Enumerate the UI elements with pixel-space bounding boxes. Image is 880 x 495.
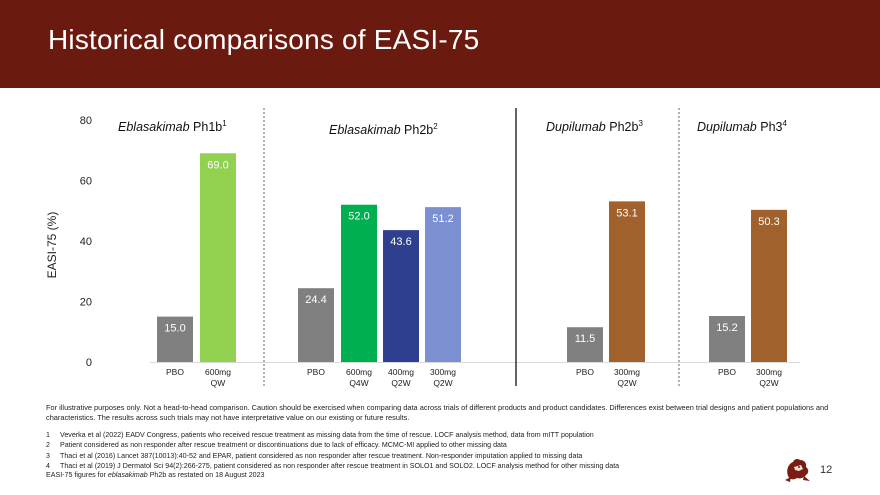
x-category-label: PBO <box>307 367 325 377</box>
disclaimer: For illustrative purposes only. Not a he… <box>46 403 829 422</box>
y-tick-label: 80 <box>80 115 92 127</box>
bar-value-label: 43.6 <box>390 236 411 248</box>
x-category-label: QW <box>211 378 226 388</box>
y-tick-label: 20 <box>80 297 92 309</box>
y-axis-label: EASI-75 (%) <box>45 212 59 279</box>
footnote-number: 4 <box>46 461 50 470</box>
bar <box>425 207 461 362</box>
footnote-number: 3 <box>46 451 50 460</box>
x-category-label: 300mg <box>614 367 640 377</box>
x-category-label: 600mg <box>205 367 231 377</box>
group-title: Eblasakimab Ph2b2 <box>329 122 438 137</box>
y-tick-label: 40 <box>80 236 92 248</box>
footnote-1: 1 Veverka et al (2022) EADV Congress, pa… <box>46 430 806 440</box>
page-title: Historical comparisons of EASI-75 <box>48 24 480 55</box>
footnote-2: 2 Patient considered as non responder af… <box>46 440 806 450</box>
x-category-label: PBO <box>718 367 736 377</box>
group-title: Dupilumab Ph2b3 <box>546 119 643 134</box>
bar-value-label: 50.3 <box>758 216 779 228</box>
bar <box>341 204 377 362</box>
bar-value-label: 51.2 <box>432 213 453 225</box>
bar-value-label: 11.5 <box>575 333 596 345</box>
bar <box>609 201 645 362</box>
footnote-text: Thaci et al (2019) J Dermatol Sci 94(2):… <box>60 461 620 470</box>
x-category-label: Q2W <box>391 378 410 388</box>
footnote-text: Thaci et al (2016) Lancet 387(10013):40-… <box>60 451 583 460</box>
group-title: Eblasakimab Ph1b1 <box>118 119 227 134</box>
x-category-label: Q2W <box>759 378 778 388</box>
bar-value-label: 69.0 <box>207 159 228 171</box>
y-tick-label: 0 <box>86 357 92 369</box>
bar <box>383 230 419 362</box>
page-number: 12 <box>820 464 833 476</box>
footnote-number: 1 <box>46 431 50 439</box>
restated-note: EASI-75 figures for eblasakimab Ph2b as … <box>46 471 264 479</box>
lion-mascot-icon <box>785 458 810 482</box>
footnote-number: 2 <box>46 441 50 450</box>
x-category-label: 400mg <box>388 367 414 377</box>
restated-suffix: Ph2b as restated on 18 August 2023 <box>147 471 265 479</box>
bar <box>157 316 193 362</box>
bar <box>709 316 745 362</box>
footnote-text: Patient considered as non responder afte… <box>60 441 507 450</box>
bar-value-label: 53.1 <box>616 207 637 219</box>
x-category-label: 600mg <box>346 367 372 377</box>
bar-value-label: 24.4 <box>305 294 326 306</box>
group-title: Dupilumab Ph34 <box>697 119 787 134</box>
footnote-4: 4 Thaci et al (2019) J Dermatol Sci 94(2… <box>46 461 806 471</box>
footnote-3: 3 Thaci et al (2016) Lancet 387(10013):4… <box>46 451 806 461</box>
bar <box>298 288 334 362</box>
restated-italic: eblasakimab <box>107 471 148 479</box>
bar <box>751 209 787 362</box>
bar-value-label: 15.0 <box>164 323 185 335</box>
x-category-label: 300mg <box>756 367 782 377</box>
y-tick-label: 60 <box>80 176 92 188</box>
title-banner: Historical comparisons of EASI-75 <box>0 0 880 88</box>
bar-value-label: 52.0 <box>348 211 369 223</box>
x-category-label: PBO <box>166 367 184 377</box>
x-category-label: PBO <box>576 367 594 377</box>
bar-value-label: 15.2 <box>716 322 737 334</box>
easi75-bar-chart: EASI-75 (%) 0 20 40 60 80 Eblasakimab Ph1b1 15.… <box>45 108 800 388</box>
footnote-text: Veverka et al (2022) EADV Congress, pati… <box>60 431 594 439</box>
x-category-label: Q2W <box>617 378 636 388</box>
bar <box>567 327 603 362</box>
x-category-label: Q4W <box>349 378 368 388</box>
x-category-label: 300mg <box>430 367 456 377</box>
bar <box>200 153 236 362</box>
footnote-list: 1 Veverka et al (2022) EADV Congress, pa… <box>46 430 806 471</box>
restated-prefix: EASI-75 figures for <box>46 471 108 479</box>
x-category-label: Q2W <box>433 378 452 388</box>
